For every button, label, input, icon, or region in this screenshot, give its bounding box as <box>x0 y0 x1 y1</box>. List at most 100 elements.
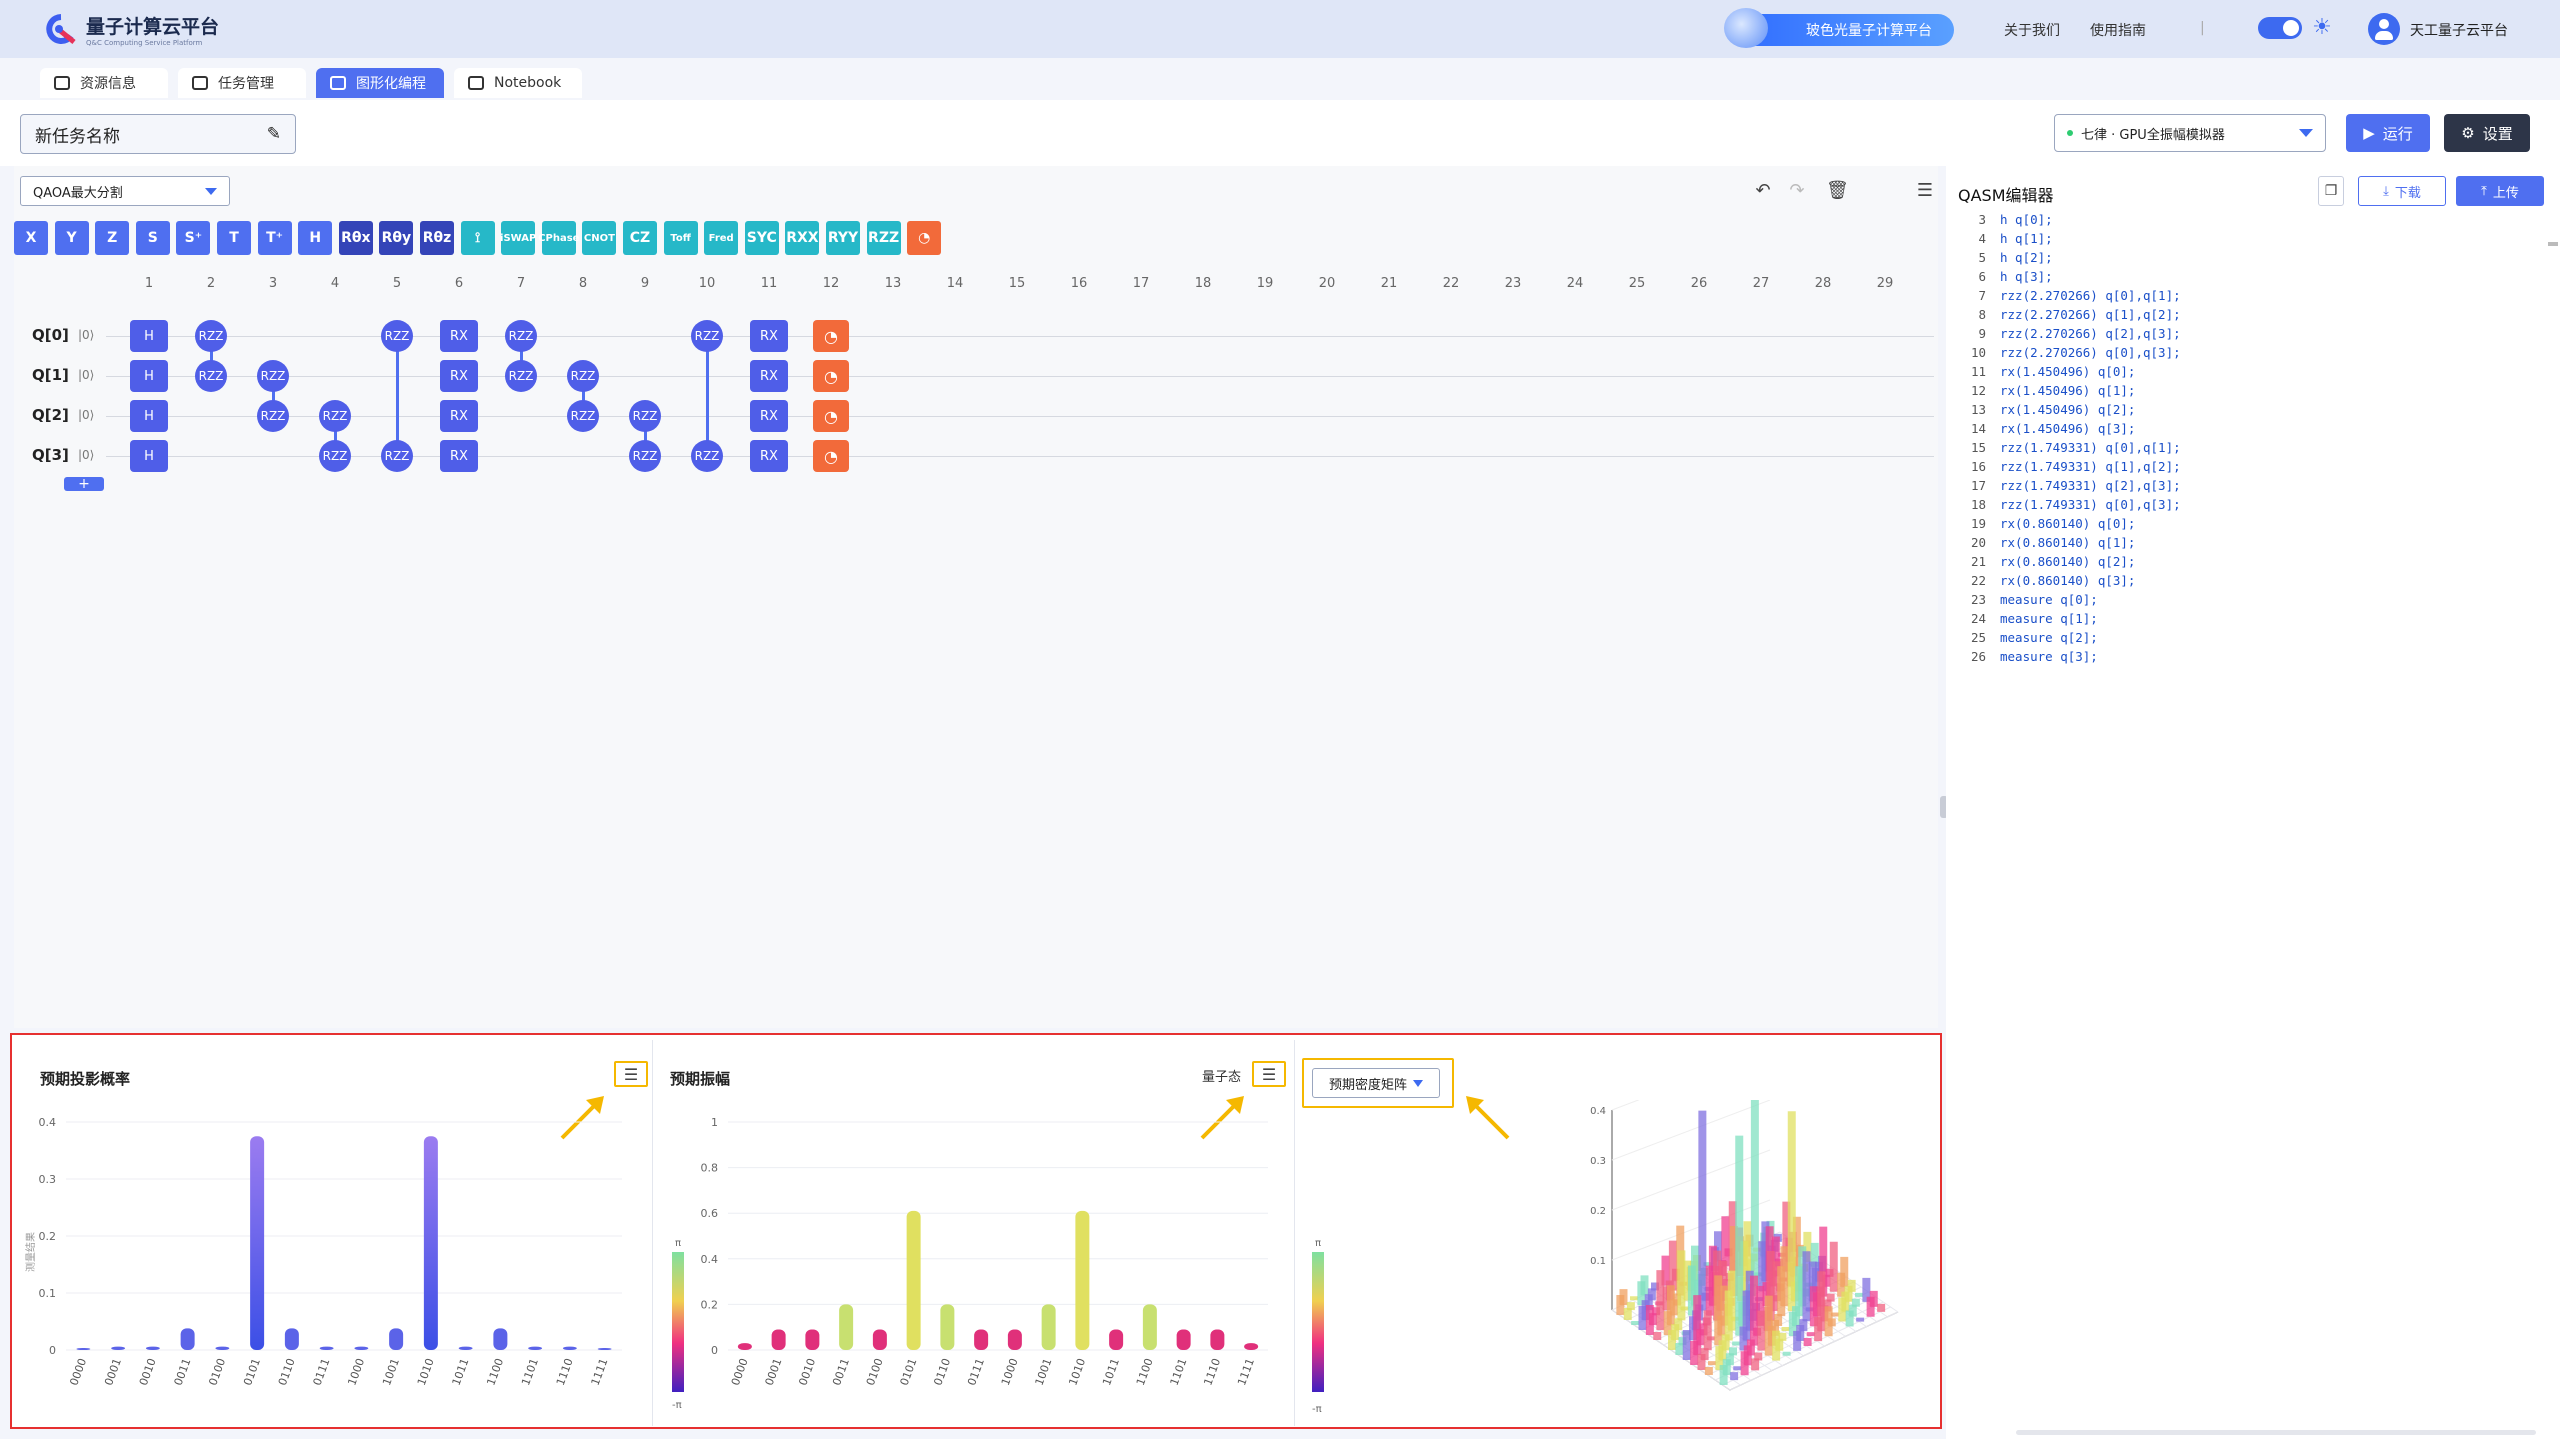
bar[interactable] <box>974 1329 989 1350</box>
user-name[interactable]: 天工量子云平台 <box>2410 23 2508 39</box>
gate-button[interactable]: Rθy <box>379 221 414 255</box>
bar[interactable] <box>1244 1343 1259 1350</box>
rzz-gate[interactable]: RZZ <box>381 440 413 472</box>
bar[interactable] <box>1176 1329 1191 1350</box>
guide-link[interactable]: 使用指南 <box>2090 23 2146 39</box>
vertical-splitter-handle[interactable] <box>1940 796 1948 818</box>
rzz-gate[interactable]: RZZ <box>629 440 661 472</box>
rx-gate[interactable]: RX <box>750 320 788 352</box>
gate-button[interactable]: ⟟ <box>460 221 495 255</box>
h-gate[interactable]: H <box>130 440 168 472</box>
bar[interactable] <box>737 1343 752 1350</box>
gate-button[interactable]: RXX <box>785 221 820 255</box>
trash-icon[interactable]: 🗑 <box>1826 180 1849 201</box>
gate-button[interactable]: RZZ <box>866 221 901 255</box>
undo-icon[interactable]: ↶ <box>1755 180 1771 201</box>
bar[interactable] <box>284 1328 299 1350</box>
bar[interactable] <box>1210 1329 1225 1350</box>
run-button[interactable]: ▶ 运行 <box>2346 114 2430 152</box>
rx-gate[interactable]: RX <box>440 320 478 352</box>
bar[interactable] <box>1142 1304 1157 1350</box>
gate-button[interactable]: Y <box>54 221 89 255</box>
bar[interactable] <box>771 1329 786 1350</box>
measure-gate[interactable]: ◔ <box>813 320 849 352</box>
bar[interactable] <box>76 1348 91 1350</box>
rzz-gate[interactable]: RZZ <box>319 400 351 432</box>
gate-button[interactable]: T⁺ <box>257 221 292 255</box>
list-view-button[interactable]: ☰ <box>614 1061 648 1087</box>
quantum-state-label[interactable]: 量子态 <box>1202 1070 1242 1085</box>
bar[interactable] <box>1075 1210 1090 1350</box>
bar[interactable] <box>180 1328 195 1350</box>
rzz-gate[interactable]: RZZ <box>567 400 599 432</box>
edit-icon[interactable]: ✎ <box>266 124 281 144</box>
rx-gate[interactable]: RX <box>750 400 788 432</box>
bar[interactable] <box>1109 1329 1124 1350</box>
bar[interactable] <box>145 1346 160 1350</box>
bar[interactable] <box>111 1346 126 1350</box>
bar[interactable] <box>458 1346 473 1350</box>
rx-gate[interactable]: RX <box>750 360 788 392</box>
qasm-horizontal-scrollbar[interactable] <box>2016 1430 2536 1435</box>
tab-resources[interactable]: 资源信息 <box>40 68 168 98</box>
rzz-gate[interactable]: RZZ <box>195 360 227 392</box>
h-gate[interactable]: H <box>130 360 168 392</box>
theme-toggle[interactable] <box>2258 17 2302 39</box>
bar[interactable] <box>597 1348 612 1350</box>
h-gate[interactable]: H <box>130 400 168 432</box>
bar[interactable] <box>528 1346 543 1350</box>
bar[interactable] <box>805 1329 820 1350</box>
gate-button[interactable]: iSWAP <box>500 221 536 255</box>
rx-gate[interactable]: RX <box>440 360 478 392</box>
h-gate[interactable]: H <box>130 320 168 352</box>
rzz-gate[interactable]: RZZ <box>567 360 599 392</box>
backend-select[interactable]: 七律 · GPU全振幅模拟器 <box>2054 114 2326 152</box>
rzz-gate[interactable]: RZZ <box>629 400 661 432</box>
gate-button[interactable]: SYC <box>744 221 779 255</box>
bar[interactable] <box>215 1346 230 1350</box>
gate-button[interactable]: H <box>298 221 333 255</box>
gate-button[interactable]: T <box>217 221 251 255</box>
bar[interactable] <box>872 1329 887 1350</box>
avatar[interactable] <box>2368 13 2400 45</box>
gate-button[interactable]: Z <box>95 221 130 255</box>
rzz-gate[interactable]: RZZ <box>257 400 289 432</box>
list-icon[interactable]: ☰ <box>1916 180 1934 201</box>
algorithm-select[interactable]: QAOA最大分割 <box>20 176 230 206</box>
bar[interactable] <box>319 1346 334 1350</box>
rx-gate[interactable]: RX <box>440 400 478 432</box>
tab-graphical-programming[interactable]: 图形化编程 <box>316 68 444 98</box>
measure-gate[interactable]: ◔ <box>813 400 849 432</box>
rzz-gate[interactable]: RZZ <box>691 320 723 352</box>
gate-button[interactable]: ◔ <box>907 221 942 255</box>
rx-gate[interactable]: RX <box>440 440 478 472</box>
bar[interactable] <box>906 1210 921 1350</box>
gate-button[interactable]: Rθx <box>338 221 373 255</box>
upload-button[interactable]: ⤒ 上传 <box>2456 176 2544 206</box>
gate-button[interactable]: Rθz <box>420 221 454 255</box>
logo[interactable]: 量子计算云平台 Q&C Computing Service Platform <box>44 12 219 47</box>
rzz-gate[interactable]: RZZ <box>319 440 351 472</box>
copy-button[interactable]: ❐ <box>2318 176 2344 206</box>
gate-button[interactable]: CNOT <box>582 221 617 255</box>
rzz-gate[interactable]: RZZ <box>505 360 537 392</box>
settings-button[interactable]: ⚙ 设置 <box>2444 114 2530 152</box>
bar[interactable] <box>250 1136 265 1350</box>
bar[interactable] <box>1041 1304 1056 1350</box>
redo-icon[interactable]: ↷ <box>1789 180 1805 201</box>
tab-notebook[interactable]: Notebook <box>454 68 582 98</box>
vertical-scrollbar[interactable] <box>2548 242 2558 246</box>
bar[interactable] <box>354 1346 369 1350</box>
bar[interactable] <box>423 1136 438 1350</box>
gate-button[interactable]: S⁺ <box>176 221 211 255</box>
tab-tasks[interactable]: 任务管理 <box>178 68 306 98</box>
promo-banner-button[interactable]: 玻色光量子计算平台 <box>1724 8 1954 48</box>
task-name-field[interactable]: 新任务名称 ✎ <box>20 114 296 154</box>
bar[interactable] <box>940 1304 955 1350</box>
add-qubit-button[interactable]: + <box>64 477 104 491</box>
matrix-type-select[interactable]: 预期密度矩阵 <box>1312 1068 1440 1098</box>
bar[interactable] <box>562 1346 577 1350</box>
gate-button[interactable]: X <box>14 221 48 255</box>
measure-gate[interactable]: ◔ <box>813 360 849 392</box>
about-link[interactable]: 关于我们 <box>2004 23 2060 39</box>
